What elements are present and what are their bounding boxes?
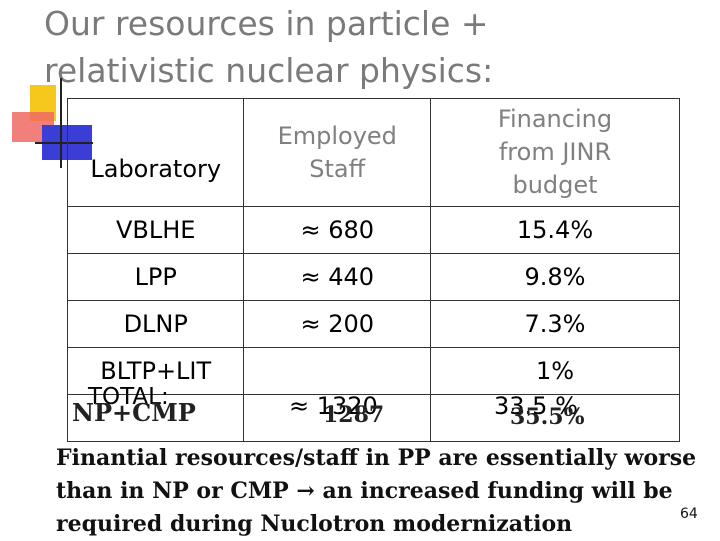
cell-lab: DLNP xyxy=(66,300,245,348)
slide-title-line-2: relativistic nuclear physics: xyxy=(44,51,494,90)
logo-vertical-line xyxy=(60,78,62,168)
cell-staff xyxy=(243,347,432,395)
cell-lab: VBLHE xyxy=(66,206,245,254)
logo-horizontal-line xyxy=(35,142,93,144)
cell-staff: ≈ 680 xyxy=(243,206,432,254)
header-laboratory: Laboratory xyxy=(66,98,245,207)
table-row: LPP ≈ 440 9.8% xyxy=(66,253,680,301)
resources-table: Laboratory Employed Staff Financing from… xyxy=(66,98,680,442)
conclusion-note: Finantial resources/staff in PP are esse… xyxy=(56,442,696,541)
table-header-row: Laboratory Employed Staff Financing from… xyxy=(66,98,680,207)
np-cmp-label: NP+CMP xyxy=(72,398,196,427)
total-financing-value: 33.5 % xyxy=(494,392,578,420)
table-row: DLNP ≈ 200 7.3% xyxy=(66,300,680,348)
cell-financing: 1% xyxy=(430,347,680,395)
slide-title: Our resources in particle + relativistic… xyxy=(44,0,684,94)
note-line-3: required during Nuclotron modernization xyxy=(56,511,573,537)
cell-staff: ≈ 440 xyxy=(243,253,432,301)
cell-total-staff xyxy=(243,394,432,442)
table-total-row xyxy=(66,394,680,442)
np-cmp-staff-value: 1287 xyxy=(323,402,385,428)
cell-total-financing xyxy=(430,394,680,442)
table-row: VBLHE ≈ 680 15.4% xyxy=(66,206,680,254)
cell-staff: ≈ 200 xyxy=(243,300,432,348)
table-row: BLTP+LIT 1% xyxy=(66,347,680,395)
slide-title-line-1: Our resources in particle + xyxy=(44,4,489,43)
header-financing: Financing from JINR budget xyxy=(430,98,680,207)
cell-financing: 9.8% xyxy=(430,253,680,301)
total-label: TOTAL: xyxy=(88,384,169,410)
cell-lab: BLTP+LIT xyxy=(66,347,245,395)
note-line-2: than in NP or CMP → an increased funding… xyxy=(56,478,673,504)
cell-financing: 7.3% xyxy=(430,300,680,348)
cell-lab: LPP xyxy=(66,253,245,301)
cell-total-lab xyxy=(66,394,245,442)
note-line-1: Finantial resources/staff in PP are esse… xyxy=(56,445,697,471)
cell-financing: 15.4% xyxy=(430,206,680,254)
header-employed-staff: Employed Staff xyxy=(243,98,432,207)
total-staff-value: ≈ 1320 xyxy=(289,392,378,420)
np-cmp-financing-value: 35.5% xyxy=(510,404,585,430)
page-number: 64 xyxy=(680,506,698,522)
